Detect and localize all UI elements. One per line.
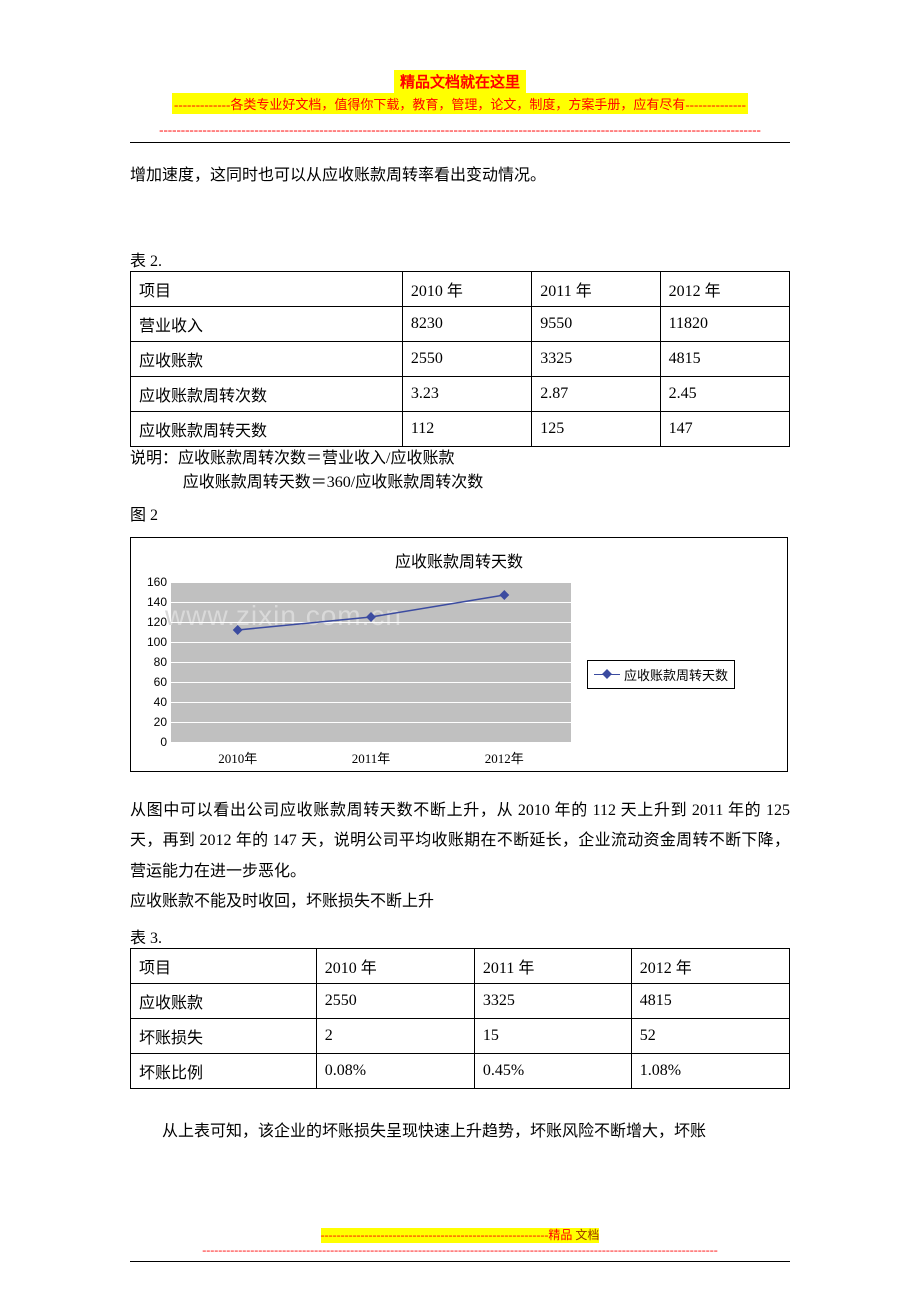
table-row: 坏账损失 2 15 52 xyxy=(131,1018,790,1053)
chart-legend: 应收账款周转天数 xyxy=(571,582,751,767)
cell: 2.87 xyxy=(532,376,660,411)
cell: 147 xyxy=(660,411,789,446)
cell: 2550 xyxy=(402,341,531,376)
chart-yaxis: 020406080100120140160 xyxy=(137,582,171,742)
cell: 2011 年 xyxy=(532,271,660,306)
table-row: 项目 2010 年 2011 年 2012 年 xyxy=(131,271,790,306)
cell: 0.08% xyxy=(316,1053,474,1088)
table-row: 应收账款周转天数 112 125 147 xyxy=(131,411,790,446)
chart-plot: www.zixin.com.cn 2010年2011年2012年 xyxy=(171,582,571,767)
cell: 125 xyxy=(532,411,660,446)
cell: 1.08% xyxy=(631,1053,789,1088)
header-rule xyxy=(130,142,790,143)
header-dashes: ----------------------------------------… xyxy=(130,122,790,138)
header: 精品文档就在这里 -------------各类专业好文档，值得你下载，教育，管… xyxy=(130,70,790,114)
table-row: 应收账款 2550 3325 4815 xyxy=(131,983,790,1018)
chart-xaxis: 2010年2011年2012年 xyxy=(171,742,571,767)
cell: 3.23 xyxy=(402,376,531,411)
footer-label1: 精品 xyxy=(548,1228,572,1242)
cell: 应收账款 xyxy=(131,983,317,1018)
conclusion: 从上表可知，该企业的坏账损失呈现快速上升趋势，坏账风险不断增大，坏账 xyxy=(130,1117,790,1147)
legend-marker-icon xyxy=(594,669,620,679)
legend-label: 应收账款周转天数 xyxy=(624,665,728,684)
note-line2: 应收账款周转天数＝360/应收账款周转次数 xyxy=(130,471,790,495)
fig2-label: 图 2 xyxy=(130,501,790,525)
cell: 项目 xyxy=(131,948,317,983)
cell: 2550 xyxy=(316,983,474,1018)
cell: 112 xyxy=(402,411,531,446)
cell: 2 xyxy=(316,1018,474,1053)
header-title: 精品文档就在这里 xyxy=(394,70,526,93)
table-row: 应收账款 2550 3325 4815 xyxy=(131,341,790,376)
cell: 52 xyxy=(631,1018,789,1053)
cell: 应收账款周转天数 xyxy=(131,411,403,446)
table-row: 营业收入 8230 9550 11820 xyxy=(131,306,790,341)
footer: ----------------------------------------… xyxy=(0,1228,920,1262)
page-container: 精品文档就在这里 -------------各类专业好文档，值得你下载，教育，管… xyxy=(0,0,920,1187)
table2-label: 表 2. xyxy=(130,247,790,271)
cell: 3325 xyxy=(532,341,660,376)
footer-line1: ----------------------------------------… xyxy=(321,1228,600,1244)
cell: 2010 年 xyxy=(402,271,531,306)
note-line1: 说明：应收账款周转次数＝营业收入/应收账款 xyxy=(130,447,790,471)
table-row: 项目 2010 年 2011 年 2012 年 xyxy=(131,948,790,983)
table-row: 应收账款周转次数 3.23 2.87 2.45 xyxy=(131,376,790,411)
table2: 项目 2010 年 2011 年 2012 年 营业收入 8230 9550 1… xyxy=(130,271,790,447)
header-subtitle: -------------各类专业好文档，值得你下载，教育，管理，论文，制度，方… xyxy=(172,93,748,114)
cell: 0.45% xyxy=(474,1053,631,1088)
cell: 4815 xyxy=(660,341,789,376)
cell: 2.45 xyxy=(660,376,789,411)
footer-rule xyxy=(130,1261,790,1262)
table3: 项目 2010 年 2011 年 2012 年 应收账款 2550 3325 4… xyxy=(130,948,790,1089)
footer-dashes-bottom: ----------------------------------------… xyxy=(0,1243,920,1259)
cell: 9550 xyxy=(532,306,660,341)
footer-dashes-left: ----------------------------------------… xyxy=(321,1228,549,1242)
analysis-p1: 从图中可以看出公司应收账款周转天数不断上升，从 2010 年的 112 天上升到… xyxy=(130,796,790,887)
cell: 8230 xyxy=(402,306,531,341)
plot-area: www.zixin.com.cn xyxy=(171,582,571,742)
table3-label: 表 3. xyxy=(130,924,790,948)
chart-title: 应收账款周转天数 xyxy=(131,538,787,582)
cell: 3325 xyxy=(474,983,631,1018)
footer-label2: 文档 xyxy=(572,1228,599,1242)
intro-paragraph: 增加速度，这同时也可以从应收账款周转率看出变动情况。 xyxy=(130,161,790,191)
cell: 2010 年 xyxy=(316,948,474,983)
cell: 4815 xyxy=(631,983,789,1018)
cell: 2012 年 xyxy=(660,271,789,306)
cell: 营业收入 xyxy=(131,306,403,341)
cell: 项目 xyxy=(131,271,403,306)
cell: 2012 年 xyxy=(631,948,789,983)
chart-container: 应收账款周转天数 020406080100120140160 www.zixin… xyxy=(130,537,788,772)
cell: 坏账比例 xyxy=(131,1053,317,1088)
legend-box: 应收账款周转天数 xyxy=(587,660,735,689)
analysis-p2: 应收账款不能及时收回，坏账损失不断上升 xyxy=(130,887,790,917)
cell: 11820 xyxy=(660,306,789,341)
cell: 15 xyxy=(474,1018,631,1053)
cell: 2011 年 xyxy=(474,948,631,983)
cell: 应收账款周转次数 xyxy=(131,376,403,411)
table-row: 坏账比例 0.08% 0.45% 1.08% xyxy=(131,1053,790,1088)
cell: 应收账款 xyxy=(131,341,403,376)
cell: 坏账损失 xyxy=(131,1018,317,1053)
